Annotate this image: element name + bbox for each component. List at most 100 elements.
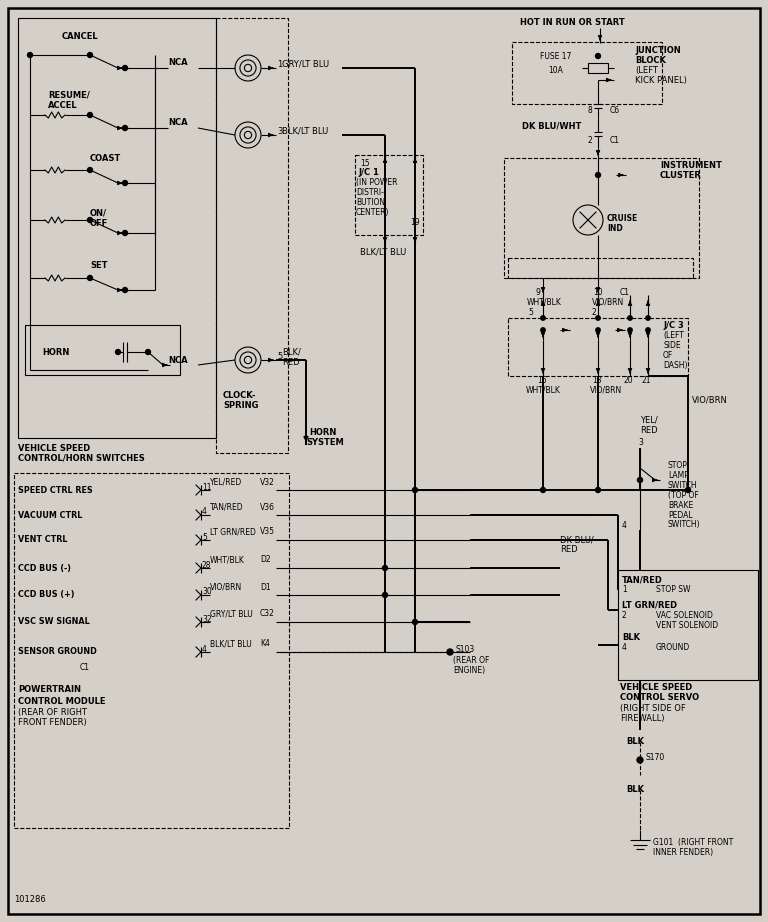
Text: 1: 1	[622, 585, 627, 595]
Text: SWITCH): SWITCH)	[668, 521, 700, 529]
Circle shape	[627, 328, 632, 332]
Text: LT GRN/RED: LT GRN/RED	[622, 600, 677, 609]
Circle shape	[447, 649, 453, 655]
Text: SENSOR GROUND: SENSOR GROUND	[18, 647, 97, 656]
Text: 4: 4	[622, 644, 627, 653]
Text: LAMP: LAMP	[668, 470, 689, 479]
Text: HORN: HORN	[42, 348, 69, 357]
Circle shape	[88, 218, 92, 222]
Text: K4: K4	[260, 640, 270, 648]
Text: V32: V32	[260, 478, 275, 487]
Text: 32: 32	[202, 614, 212, 623]
Text: 9: 9	[535, 288, 540, 297]
Circle shape	[123, 65, 127, 70]
Text: VIO/BRN: VIO/BRN	[590, 385, 622, 395]
Text: C1: C1	[80, 664, 90, 672]
Text: DK BLU/WHT: DK BLU/WHT	[522, 122, 581, 131]
Text: WHT/BLK: WHT/BLK	[210, 555, 245, 564]
Text: STOP: STOP	[668, 460, 688, 469]
Text: SIDE: SIDE	[663, 340, 680, 349]
Text: BLK: BLK	[622, 633, 640, 643]
Text: 30: 30	[202, 587, 212, 597]
Text: 4: 4	[622, 521, 627, 529]
Text: 2: 2	[622, 610, 627, 620]
Text: NCA: NCA	[168, 356, 187, 364]
Text: (RIGHT SIDE OF: (RIGHT SIDE OF	[620, 703, 686, 713]
Text: BUTION: BUTION	[356, 197, 385, 207]
Text: BLK/: BLK/	[282, 348, 301, 357]
Text: 5: 5	[202, 533, 207, 541]
Text: S170: S170	[645, 752, 664, 762]
Circle shape	[382, 593, 388, 597]
Bar	[512, 42, 662, 104]
Text: VIO/BRN: VIO/BRN	[210, 583, 242, 592]
Text: NCA: NCA	[168, 57, 187, 66]
Text: OF: OF	[663, 350, 674, 360]
Text: BLK/LT BLU: BLK/LT BLU	[282, 126, 328, 136]
Text: HORN: HORN	[309, 428, 336, 436]
Text: CLOCK-: CLOCK-	[223, 391, 257, 399]
Text: (LEFT: (LEFT	[663, 330, 684, 339]
Circle shape	[646, 328, 650, 332]
Text: BLK: BLK	[626, 738, 644, 747]
Circle shape	[596, 328, 601, 332]
Text: BRAKE: BRAKE	[668, 501, 694, 510]
Circle shape	[637, 757, 643, 763]
Bar	[508, 318, 688, 376]
Text: FIREWALL): FIREWALL)	[620, 714, 664, 723]
Text: 10A: 10A	[548, 65, 563, 75]
Circle shape	[145, 349, 151, 354]
Text: 20: 20	[624, 375, 634, 384]
Circle shape	[123, 230, 127, 235]
Circle shape	[596, 316, 601, 320]
Text: VACUUM CTRL: VACUUM CTRL	[18, 511, 82, 519]
Circle shape	[88, 112, 92, 117]
Bar	[504, 158, 699, 278]
Text: COAST: COAST	[90, 153, 121, 162]
Text: YEL/: YEL/	[640, 416, 657, 424]
Bar	[25, 325, 180, 375]
Bar	[588, 63, 608, 73]
Text: LT GRN/RED: LT GRN/RED	[210, 527, 256, 537]
Text: SPEED CTRL RES: SPEED CTRL RES	[18, 486, 93, 494]
Text: C1: C1	[620, 288, 630, 297]
Text: D1: D1	[260, 583, 270, 592]
Circle shape	[627, 316, 632, 320]
Text: BLK/LT BLU: BLK/LT BLU	[210, 640, 252, 648]
Text: GRY/LT BLU: GRY/LT BLU	[282, 60, 329, 68]
Text: SWITCH: SWITCH	[668, 480, 697, 490]
Text: VEHICLE SPEED: VEHICLE SPEED	[18, 443, 91, 453]
Text: G101  (RIGHT FRONT: G101 (RIGHT FRONT	[653, 837, 733, 846]
Text: DISTRI-: DISTRI-	[356, 187, 384, 196]
Text: (REAR OF: (REAR OF	[453, 656, 489, 665]
Text: D2: D2	[260, 555, 270, 564]
Text: BLOCK: BLOCK	[635, 55, 666, 65]
Text: CONTROL MODULE: CONTROL MODULE	[18, 696, 105, 705]
Text: SET: SET	[90, 261, 108, 269]
Text: (IN POWER: (IN POWER	[356, 178, 398, 186]
Circle shape	[28, 53, 32, 57]
Text: 19: 19	[410, 218, 419, 227]
Bar	[618, 570, 758, 680]
Text: ON/: ON/	[90, 208, 107, 218]
Text: V36: V36	[260, 502, 275, 512]
Text: ACCEL: ACCEL	[48, 100, 78, 110]
Text: 101286: 101286	[14, 895, 46, 904]
Text: FUSE 17: FUSE 17	[540, 52, 571, 61]
Text: 5: 5	[528, 308, 533, 316]
Text: 1: 1	[277, 60, 283, 68]
Text: WHT/BLK: WHT/BLK	[527, 298, 562, 306]
Text: 28: 28	[202, 561, 211, 570]
Circle shape	[88, 53, 92, 57]
Bar	[18, 18, 216, 438]
Text: J/C 1: J/C 1	[358, 168, 379, 176]
Circle shape	[88, 168, 92, 172]
Circle shape	[595, 53, 601, 58]
Text: DASH): DASH)	[663, 361, 687, 370]
Text: TAN/RED: TAN/RED	[622, 575, 663, 585]
Circle shape	[123, 181, 127, 185]
Circle shape	[123, 125, 127, 131]
Circle shape	[541, 488, 545, 492]
Text: RED: RED	[640, 425, 657, 434]
Text: 8: 8	[588, 105, 593, 114]
